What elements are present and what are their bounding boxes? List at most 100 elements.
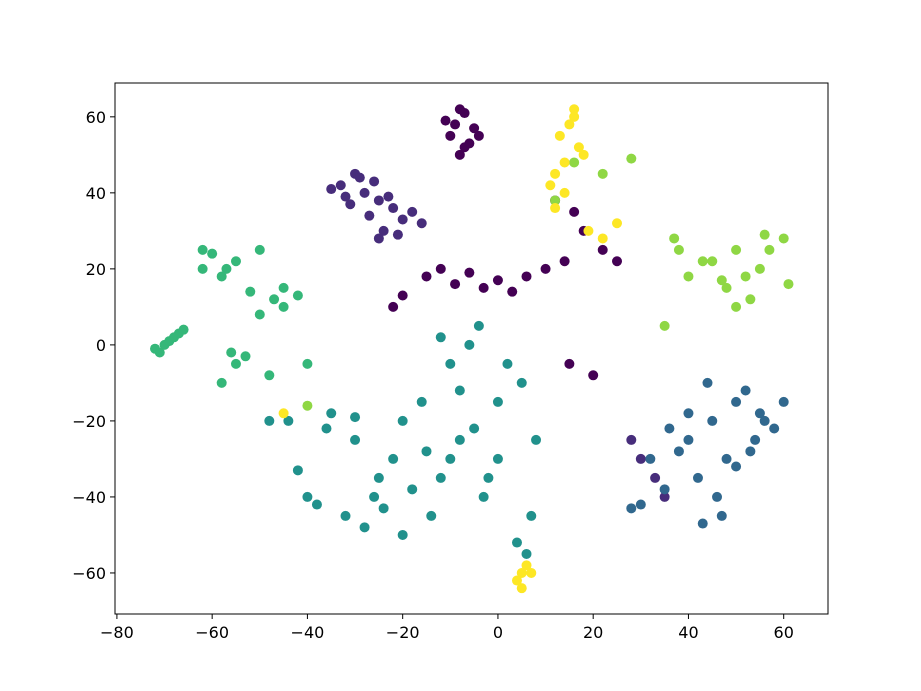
point bbox=[302, 400, 313, 411]
point bbox=[421, 446, 432, 457]
point bbox=[707, 415, 718, 426]
point bbox=[597, 168, 608, 179]
point bbox=[264, 370, 275, 381]
x-tick-label: 20 bbox=[583, 623, 603, 642]
point bbox=[469, 423, 480, 434]
point bbox=[521, 271, 532, 282]
point bbox=[435, 472, 446, 483]
point bbox=[464, 267, 475, 278]
point bbox=[516, 567, 527, 578]
point bbox=[740, 271, 751, 282]
point bbox=[573, 142, 584, 153]
point bbox=[559, 157, 570, 168]
point bbox=[712, 491, 723, 502]
point bbox=[783, 279, 794, 290]
x-tick-label: −60 bbox=[195, 623, 229, 642]
point bbox=[302, 491, 313, 502]
point bbox=[673, 446, 684, 457]
point bbox=[397, 214, 408, 225]
point bbox=[626, 153, 637, 164]
point bbox=[421, 271, 432, 282]
point bbox=[778, 233, 789, 244]
point bbox=[731, 396, 742, 407]
y-tick-label: −20 bbox=[72, 412, 106, 431]
point bbox=[521, 548, 532, 559]
point bbox=[597, 244, 608, 255]
point bbox=[516, 377, 527, 388]
point bbox=[407, 206, 418, 217]
point bbox=[569, 104, 580, 115]
point bbox=[269, 294, 280, 305]
point bbox=[511, 537, 522, 548]
point bbox=[531, 434, 542, 445]
point bbox=[440, 115, 451, 126]
point bbox=[478, 491, 489, 502]
point bbox=[635, 499, 646, 510]
point bbox=[569, 111, 580, 122]
point bbox=[540, 263, 551, 274]
point bbox=[378, 503, 389, 514]
point bbox=[754, 263, 765, 274]
point bbox=[240, 351, 251, 362]
point bbox=[692, 472, 703, 483]
point bbox=[378, 225, 389, 236]
point bbox=[669, 233, 680, 244]
point bbox=[278, 282, 289, 293]
point bbox=[450, 279, 461, 290]
point bbox=[230, 358, 241, 369]
point bbox=[597, 233, 608, 244]
point bbox=[426, 510, 437, 521]
point bbox=[578, 149, 589, 160]
point bbox=[264, 415, 275, 426]
point bbox=[359, 187, 370, 198]
point bbox=[683, 271, 694, 282]
point bbox=[407, 484, 418, 495]
point bbox=[345, 199, 356, 210]
point bbox=[550, 203, 561, 214]
point bbox=[397, 529, 408, 540]
point bbox=[354, 172, 365, 183]
x-tick-label: 40 bbox=[678, 623, 698, 642]
point bbox=[716, 510, 727, 521]
point bbox=[340, 510, 351, 521]
point bbox=[697, 256, 708, 267]
point bbox=[635, 453, 646, 464]
y-tick-label: 20 bbox=[86, 260, 106, 279]
point bbox=[559, 256, 570, 267]
point bbox=[416, 218, 427, 229]
point bbox=[759, 229, 770, 240]
point bbox=[359, 522, 370, 533]
point bbox=[483, 472, 494, 483]
point bbox=[664, 423, 675, 434]
point bbox=[335, 180, 346, 191]
point bbox=[740, 385, 751, 396]
point bbox=[721, 282, 732, 293]
point bbox=[292, 290, 303, 301]
point bbox=[388, 453, 399, 464]
point bbox=[492, 396, 503, 407]
point bbox=[502, 358, 513, 369]
point bbox=[492, 275, 503, 286]
point bbox=[554, 130, 565, 141]
point bbox=[778, 396, 789, 407]
point bbox=[454, 385, 465, 396]
point bbox=[683, 408, 694, 419]
point bbox=[612, 218, 623, 229]
y-tick-label: −60 bbox=[72, 564, 106, 583]
point bbox=[435, 332, 446, 343]
plot-frame bbox=[114, 82, 829, 615]
point bbox=[492, 453, 503, 464]
point bbox=[559, 187, 570, 198]
point bbox=[397, 415, 408, 426]
point bbox=[731, 461, 742, 472]
point bbox=[435, 263, 446, 274]
point bbox=[416, 396, 427, 407]
point bbox=[521, 560, 532, 571]
point bbox=[569, 206, 580, 217]
point bbox=[450, 119, 461, 130]
point bbox=[526, 567, 537, 578]
point bbox=[230, 256, 241, 267]
point bbox=[754, 408, 765, 419]
point bbox=[292, 465, 303, 476]
point bbox=[626, 434, 637, 445]
